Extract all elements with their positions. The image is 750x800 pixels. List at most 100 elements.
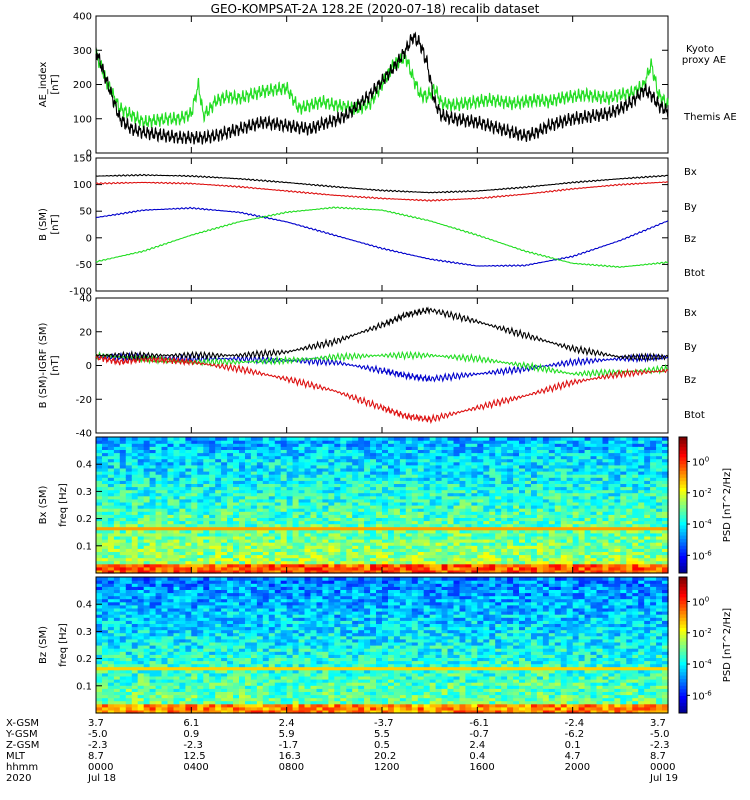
spectrogram-cell: [352, 535, 359, 540]
spectrogram-cell: [316, 514, 324, 518]
spectrogram-cell: [102, 679, 109, 683]
spectrogram-cell: [405, 514, 413, 518]
spectrogram-cell: [447, 535, 455, 540]
spectrogram-cell: [513, 569, 520, 574]
spectrogram-cell: [125, 446, 133, 450]
spectrogram-cell: [352, 551, 359, 556]
spectrogram-cell: [513, 545, 520, 549]
spectrogram-cell: [149, 641, 157, 646]
spectrogram-cell: [310, 461, 318, 466]
spectrogram-cell: [602, 539, 610, 543]
spectrogram-cell: [620, 455, 627, 460]
spectrogram-cell: [536, 464, 544, 469]
spectrogram-cell: [137, 529, 145, 534]
spectrogram-cell: [542, 554, 550, 559]
spectrogram-cell: [250, 526, 258, 531]
spectrogram-cell: [143, 598, 151, 603]
spectrogram-cell: [292, 563, 300, 568]
spectrogram-cell: [584, 551, 592, 556]
spectrogram-cell: [411, 508, 419, 512]
spectrogram-cell: [113, 592, 121, 597]
spectrogram-cell: [620, 560, 627, 565]
spectrogram-cell: [113, 682, 121, 686]
spectrogram-cell: [596, 443, 604, 447]
spectrogram-cell: [501, 498, 508, 503]
spectrogram-cell: [578, 539, 586, 543]
spectrogram-cell: [626, 508, 633, 512]
spectrogram-cell: [411, 464, 419, 469]
y-tick-label: -50: [76, 260, 92, 271]
spectrogram-cell: [179, 532, 186, 537]
spectrogram-cell: [286, 554, 294, 559]
spectrogram-cell: [209, 471, 216, 475]
legend-entry: Bx: [684, 167, 697, 178]
spectrogram-cell: [429, 557, 437, 562]
spectrogram-cell: [316, 566, 324, 571]
spectrogram-cell: [346, 511, 353, 515]
spectrogram-cell: [310, 548, 318, 552]
spectrogram-cell: [423, 551, 431, 556]
spectrogram-cell: [143, 520, 151, 525]
spectrogram-cell: [161, 446, 169, 450]
spectrogram-cell: [376, 480, 383, 484]
spectrogram-cell: [245, 514, 252, 518]
spectrogram-cell: [536, 545, 544, 549]
spectrogram-cell: [507, 458, 514, 463]
spectrogram-cell: [316, 486, 324, 491]
spectrogram-cell: [542, 495, 550, 500]
spectrogram-cell: [548, 498, 556, 503]
spectrogram-cell: [453, 486, 461, 491]
spectrogram-cell: [227, 458, 234, 463]
spectrogram-cell: [143, 645, 151, 649]
spectrogram-cell: [632, 557, 639, 562]
spectrogram-cell: [119, 535, 127, 540]
spectrogram-cell: [131, 598, 139, 603]
spectrogram-cell: [161, 632, 169, 637]
spectrogram-cell: [501, 535, 508, 540]
spectrogram-cell: [107, 614, 115, 618]
spectrogram-cell: [250, 471, 258, 475]
spectrogram-cell: [119, 498, 127, 503]
spectrogram-cell: [376, 440, 383, 444]
spectrogram-cell: [113, 486, 121, 491]
spectrogram-cell: [310, 501, 318, 506]
spectrogram-cell: [102, 682, 109, 686]
spectrogram-cell: [203, 483, 210, 488]
spectrogram-cell: [286, 474, 294, 478]
spectrogram-cell: [507, 520, 514, 525]
spectrogram-cell: [179, 545, 186, 549]
spectrogram-cell: [155, 660, 163, 665]
spectrogram-cell: [233, 520, 240, 525]
spectrogram-cell: [650, 545, 657, 549]
spectrogram-cell: [161, 520, 169, 525]
spectrogram-cell: [483, 511, 490, 515]
spectrogram-cell: [185, 471, 192, 475]
spectrogram-cell: [411, 446, 419, 450]
spectrogram-cell: [125, 623, 133, 628]
spectrogram-cell: [447, 520, 455, 525]
spectrogram-cell: [584, 520, 592, 525]
spectrogram-cell: [197, 467, 204, 472]
spectrogram-cell: [125, 580, 133, 584]
spectrogram-cell: [102, 532, 109, 537]
spectrogram-cell: [608, 443, 615, 447]
spectrogram-cell: [382, 480, 389, 484]
spectrogram-cell: [173, 443, 181, 447]
spectrogram-cell: [245, 551, 252, 556]
spectrogram-cell: [227, 566, 234, 571]
spectrogram-cell: [298, 486, 306, 491]
spectrogram-cell: [417, 495, 425, 500]
spectrogram-cell: [268, 495, 276, 500]
spectrogram-cell: [352, 554, 359, 559]
spectrogram-cell: [417, 517, 425, 522]
spectrogram-cell: [221, 539, 228, 543]
spectrogram-cell: [656, 477, 663, 481]
spectrogram-cell: [143, 557, 151, 562]
spectrogram-cell: [429, 542, 437, 546]
spectrogram-cell: [584, 449, 592, 454]
spectrogram-cell: [548, 486, 556, 491]
spectrogram-cell: [268, 461, 276, 466]
spectrogram-cell: [542, 563, 550, 568]
spectrogram-cell: [304, 489, 312, 494]
spectrogram-cell: [256, 566, 264, 571]
